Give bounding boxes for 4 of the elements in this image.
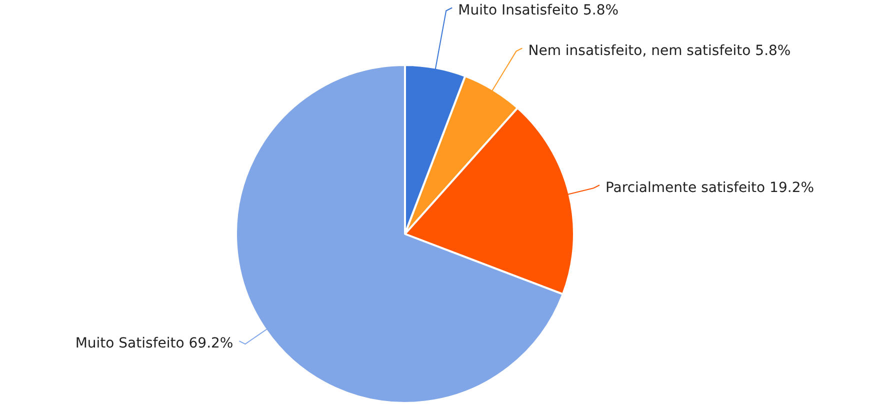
slice-label: Nem insatisfeito, nem satisfeito 5.8% — [528, 42, 791, 59]
slice-label: Muito Satisfeito 69.2% — [75, 336, 234, 352]
slice-label: Muito Insatisfeito 5.8% — [458, 2, 619, 18]
slice-label: Parcialmente satisfeito 19.2% — [605, 180, 814, 196]
